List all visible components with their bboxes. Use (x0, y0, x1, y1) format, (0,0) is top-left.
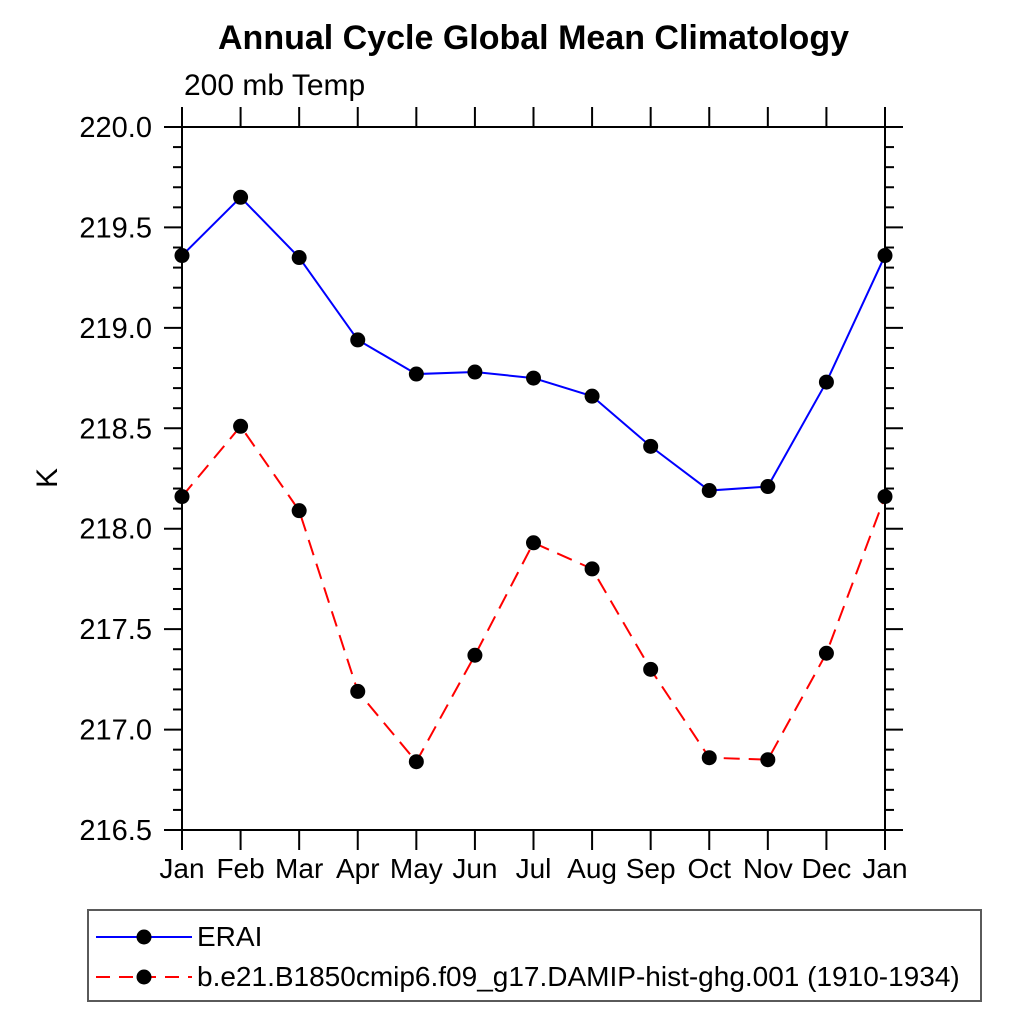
data-point-marker-series1 (291, 503, 307, 519)
legend-marker-dot (136, 929, 152, 945)
data-point-marker-series0 (818, 374, 834, 390)
x-tick-label: Jan (862, 853, 907, 884)
x-tick-label: Apr (336, 853, 380, 884)
x-tick-label: Sep (626, 853, 676, 884)
legend-label-model: b.e21.B1850cmip6.f09_g17.DAMIP-hist-ghg.… (197, 961, 960, 992)
data-point-marker-series1 (643, 661, 659, 677)
data-point-marker-series0 (526, 370, 541, 386)
data-point-marker-series0 (408, 366, 424, 382)
data-point-marker-series1 (584, 561, 600, 577)
x-tick-label: Oct (687, 853, 731, 884)
data-point-marker-series1 (701, 750, 717, 766)
legend-marker-dot (136, 969, 152, 985)
data-point-marker-series0 (760, 479, 776, 495)
plot-frame (181, 126, 886, 831)
data-point-marker-series1 (526, 535, 541, 551)
data-point-marker-series1 (818, 645, 834, 661)
data-point-marker-series0 (701, 483, 717, 499)
x-tick-label: Jul (516, 853, 552, 884)
data-point-marker-series0 (467, 364, 483, 380)
legend-box: ERAI b.e21.B1850cmip6.f09_g17.DAMIP-hist… (87, 909, 982, 1002)
data-point-marker-series0 (643, 438, 659, 454)
data-point-marker-series0 (350, 332, 366, 348)
x-tick-label: Nov (743, 853, 793, 884)
chart-subtitle: 200 mb Temp (184, 69, 366, 102)
data-point-marker-series1 (350, 683, 366, 699)
data-point-marker-series0 (584, 388, 600, 404)
data-point-marker-series1 (408, 754, 424, 770)
x-tick-label: Jan (159, 853, 204, 884)
x-tick-label: May (390, 853, 443, 884)
x-tick-label: Jun (452, 853, 497, 884)
legend-item-erai: ERAI (93, 921, 263, 952)
chart-title: Annual Cycle Global Mean Climatology (218, 19, 849, 57)
y-tick-label: 217.0 (79, 715, 152, 747)
x-tick-label: Dec (802, 853, 852, 884)
y-tick-label: 216.5 (79, 815, 152, 847)
y-axis-title: K (31, 467, 64, 489)
series-line-0 (181, 195, 886, 492)
legend-label-erai: ERAI (197, 921, 263, 952)
x-tick-label: Feb (216, 853, 264, 884)
data-point-marker-series0 (291, 250, 307, 266)
legend-item-model: b.e21.B1850cmip6.f09_g17.DAMIP-hist-ghg.… (93, 961, 960, 992)
y-tick-label: 219.0 (79, 313, 152, 345)
x-tick-label: Mar (275, 853, 323, 884)
legend-line-sample-solid (96, 929, 192, 945)
y-tick-label: 218.5 (79, 413, 152, 445)
data-point-marker-series1 (467, 647, 483, 663)
series-line-1 (181, 424, 886, 764)
y-tick-label: 220.0 (79, 112, 152, 144)
y-tick-label: 219.5 (79, 212, 152, 244)
legend-line-sample-dashed (96, 969, 192, 985)
y-tick-label: 218.0 (79, 514, 152, 546)
data-point-marker-series1 (233, 418, 249, 434)
data-point-marker-series1 (760, 752, 776, 768)
data-point-marker-series0 (233, 189, 249, 205)
y-tick-label: 217.5 (79, 614, 152, 646)
x-tick-label: Aug (567, 853, 617, 884)
